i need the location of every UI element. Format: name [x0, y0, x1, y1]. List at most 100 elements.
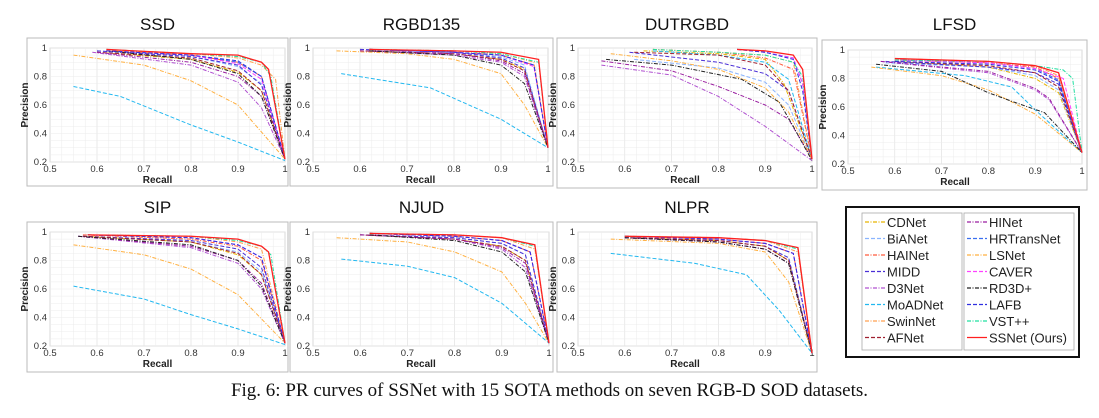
pr-curve-rd3d- — [106, 50, 286, 160]
pr-curve-hinet — [360, 234, 550, 344]
y-tick-label: 0.2 — [34, 341, 47, 352]
legend-column-frame — [963, 212, 1075, 351]
x-tick-label: 0.7 — [401, 348, 414, 359]
y-tick-label: 0.6 — [34, 284, 47, 295]
y-tick-label: 0.8 — [832, 74, 845, 85]
subplot-rgbd135: RGBD135 0.5 0.6 0.7 0.8 0.9 1 0.2 0.4 0.6 0.8 1 Reca… — [283, 15, 554, 187]
legend-item: D3Net — [865, 281, 924, 296]
pr-curve-lafb — [894, 60, 1083, 153]
legend-item: AFNet — [865, 331, 924, 346]
x-tick-label: 1 — [809, 348, 814, 359]
y-tick-label: 0.4 — [562, 313, 575, 324]
y-tick-label: 0.4 — [297, 129, 310, 140]
pr-curve-lsnet — [73, 54, 286, 160]
y-tick-label: 0.8 — [34, 256, 47, 267]
legend-label: LAFB — [989, 298, 1022, 313]
subplot-title: RGBD135 — [383, 15, 460, 34]
legend-item: CAVER — [967, 265, 1033, 280]
pr-curve-moadnet — [341, 73, 549, 149]
pr-curve-d3net — [92, 51, 286, 160]
pr-curve-moadnet — [73, 85, 286, 162]
subplot-title: LFSD — [933, 15, 976, 34]
subplot-lfsd: LFSD 0.5 0.6 0.7 0.8 0.9 1 0.2 0.4 0.6 0.8 1 Recall P… — [818, 15, 1088, 191]
y-tick-label: 1 — [42, 43, 47, 54]
pr-curve-cdnet — [894, 60, 1083, 153]
y-axis-label: Precision — [548, 82, 559, 127]
legend-label: HAINet — [887, 248, 929, 263]
pr-curve-hinet — [880, 60, 1083, 153]
pr-curve-lsnet — [336, 237, 550, 344]
y-axis-label: Precision — [283, 82, 294, 127]
x-axis-label: Recall — [143, 359, 173, 370]
y-tick-label: 0.8 — [297, 256, 310, 267]
y-tick-label: 0.6 — [832, 102, 845, 113]
x-tick-label: 0.6 — [888, 166, 901, 177]
y-tick-label: 0.6 — [562, 100, 575, 111]
x-tick-label: 0.5 — [43, 164, 56, 175]
x-axis-label: Recall — [143, 175, 173, 186]
legend-item: BiANet — [865, 232, 928, 247]
y-tick-label: 1 — [570, 227, 575, 238]
pr-curve-ssnet-ours- — [106, 48, 286, 160]
x-tick-label: 0.8 — [447, 164, 460, 175]
pr-curve-moadnet — [341, 258, 550, 344]
pr-curve-midd — [82, 235, 286, 344]
y-tick-label: 0.8 — [34, 72, 47, 83]
pr-curve-lafb — [106, 50, 286, 160]
legend-item: HAINet — [865, 248, 929, 263]
legend-label: SSNet (Ours) — [989, 331, 1067, 346]
x-tick-label: 0.9 — [495, 348, 508, 359]
subplot-ssd: SSD 0.5 0.6 0.7 0.8 0.9 1 0.2 0.4 0.6 0.8 1 Recall Pr… — [20, 15, 289, 187]
pr-curve-rd3d- — [624, 237, 813, 354]
y-tick-label: 0.2 — [34, 157, 47, 168]
figure-caption: Fig. 6: PR curves of SSNet with 15 SOTA … — [230, 380, 869, 401]
y-tick-label: 0.4 — [562, 129, 575, 140]
legend-label: CDNet — [887, 215, 926, 230]
pr-curve-caver — [894, 59, 1083, 153]
y-tick-label: 1 — [305, 227, 310, 238]
subplot-title: SSD — [140, 15, 175, 34]
legend-item: MIDD — [865, 265, 920, 280]
legend-label: RD3D+ — [989, 281, 1032, 296]
x-tick-label: 0.7 — [400, 164, 413, 175]
x-tick-label: 0.5 — [571, 164, 584, 175]
pr-curve-ssnet-ours- — [369, 232, 550, 344]
pr-curve-hainet — [82, 234, 286, 344]
y-tick-label: 0.2 — [562, 157, 575, 168]
y-tick-label: 1 — [570, 43, 575, 54]
pr-curve-midd — [96, 50, 286, 160]
x-tick-label: 0.8 — [982, 166, 995, 177]
pr-curve-lafb — [369, 232, 550, 344]
subplot-title: NJUD — [399, 198, 444, 217]
y-tick-label: 0.2 — [562, 341, 575, 352]
pr-curve-lsnet — [610, 238, 813, 354]
y-tick-label: 0.8 — [562, 256, 575, 267]
pr-curve-moadnet — [652, 50, 813, 160]
legend-label: HINet — [989, 215, 1023, 230]
x-tick-label: 0.9 — [231, 164, 244, 175]
x-tick-label: 0.5 — [306, 348, 319, 359]
x-axis-label: Recall — [940, 177, 970, 188]
legend-item: SSNet (Ours) — [967, 331, 1067, 346]
subplot-title: DUTRGBD — [645, 15, 729, 34]
pr-curve-lsnet — [73, 244, 286, 344]
x-tick-label: 0.7 — [137, 348, 150, 359]
legend-item: LSNet — [967, 248, 1026, 263]
pr-curve-ssnet-ours- — [369, 48, 549, 148]
y-tick-label: 0.6 — [34, 100, 47, 111]
pr-curve-rd3d- — [78, 235, 286, 344]
x-tick-label: 0.7 — [665, 164, 678, 175]
pr-curve-lsnet — [610, 53, 813, 160]
x-tick-label: 0.6 — [618, 164, 631, 175]
x-axis-label: Recall — [406, 175, 436, 186]
legend-item: HINet — [967, 215, 1023, 230]
x-tick-label: 0.6 — [90, 348, 103, 359]
y-tick-label: 1 — [305, 43, 310, 54]
legend-column-frame — [861, 212, 963, 351]
legend-label: D3Net — [887, 281, 924, 296]
subplot-title: NLPR — [664, 198, 709, 217]
pr-curve-d3net — [78, 235, 286, 344]
pr-curve-hinet — [359, 50, 549, 148]
